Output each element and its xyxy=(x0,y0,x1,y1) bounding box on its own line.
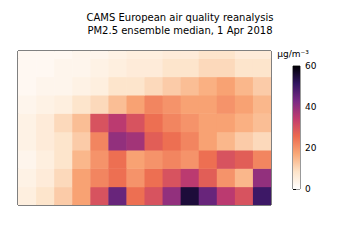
svg-text:μg/m⁻³: μg/m⁻³ xyxy=(277,49,309,59)
svg-text:20: 20 xyxy=(305,143,317,153)
svg-text:0: 0 xyxy=(305,184,311,194)
svg-text:PM2.5 ensemble median, 1 Apr 2: PM2.5 ensemble median, 1 Apr 2018 xyxy=(87,25,272,36)
svg-text:CAMS European air quality rean: CAMS European air quality reanalysis xyxy=(87,12,274,23)
svg-text:40: 40 xyxy=(305,102,317,112)
svg-text:60: 60 xyxy=(305,61,317,71)
